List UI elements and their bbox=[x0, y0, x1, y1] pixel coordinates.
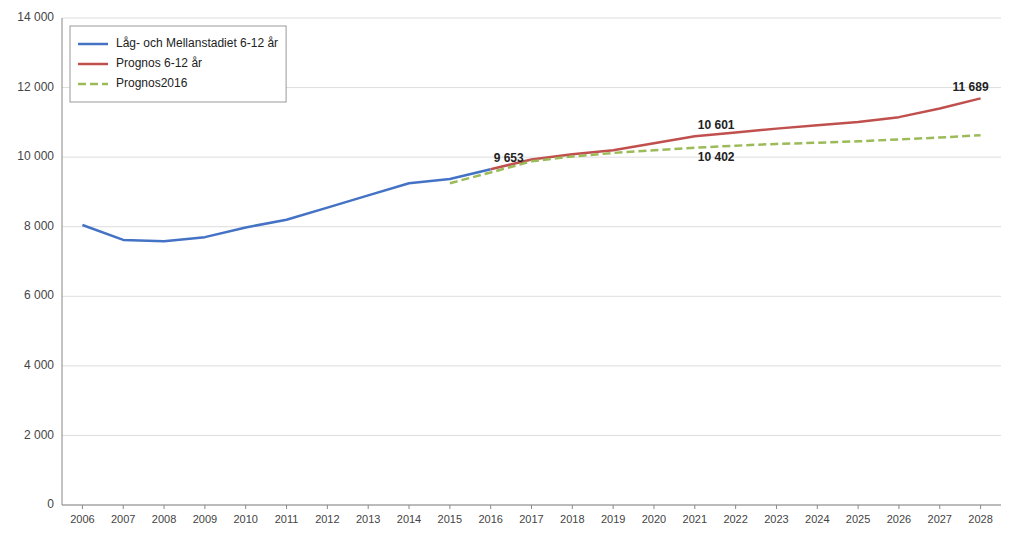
annotation: 11 689 bbox=[953, 80, 989, 94]
y-axis-line bbox=[62, 18, 63, 505]
annotation: 9 653 bbox=[494, 151, 524, 165]
y-tick-label: 2 000 bbox=[24, 428, 54, 442]
x-axis-line bbox=[62, 505, 1001, 506]
x-tick-label: 2010 bbox=[233, 513, 257, 525]
x-tick bbox=[858, 505, 859, 509]
x-tick bbox=[204, 505, 205, 509]
legend: Låg- och Mellanstadiet 6-12 år Prognos 6-… bbox=[70, 26, 286, 102]
y-tick-label: 4 000 bbox=[24, 358, 54, 372]
x-tick bbox=[409, 505, 410, 509]
x-tick-label: 2020 bbox=[642, 513, 666, 525]
x-tick-label: 2017 bbox=[519, 513, 543, 525]
grid-line bbox=[62, 296, 1001, 297]
x-tick bbox=[327, 505, 328, 509]
legend-label: Låg- och Mellanstadiet 6-12 år bbox=[116, 36, 278, 50]
x-tick bbox=[245, 505, 246, 509]
x-tick-label: 2012 bbox=[315, 513, 339, 525]
x-tick bbox=[613, 505, 614, 509]
x-tick-label: 2023 bbox=[764, 513, 788, 525]
y-tick-label: 0 bbox=[47, 497, 54, 511]
x-tick-label: 2025 bbox=[846, 513, 870, 525]
x-tick bbox=[490, 505, 491, 509]
x-tick bbox=[286, 505, 287, 509]
x-tick-label: 2016 bbox=[478, 513, 502, 525]
x-tick bbox=[653, 505, 654, 509]
x-tick-label: 2007 bbox=[111, 513, 135, 525]
x-tick bbox=[776, 505, 777, 509]
grid-line bbox=[62, 18, 1001, 19]
y-tick-label: 6 000 bbox=[24, 288, 54, 302]
grid-line bbox=[62, 226, 1001, 227]
x-tick bbox=[735, 505, 736, 509]
annotations: 9 653 10 601 10 402 11 689 bbox=[494, 80, 989, 165]
x-tick-label: 2008 bbox=[152, 513, 176, 525]
x-tick bbox=[817, 505, 818, 509]
x-tick-label: 2019 bbox=[601, 513, 625, 525]
series-line bbox=[450, 135, 981, 183]
grid-line bbox=[62, 505, 1001, 506]
legend-label: Prognos 6-12 år bbox=[116, 56, 202, 70]
y-tick-label: 8 000 bbox=[24, 219, 54, 233]
x-tick-label: 2014 bbox=[397, 513, 421, 525]
grid-line bbox=[62, 365, 1001, 366]
x-tick-label: 2021 bbox=[683, 513, 707, 525]
x-tick-label: 2026 bbox=[887, 513, 911, 525]
chart: 0 2 000 4 000 6 000 8 000 10 000 12 000 14 000 2… bbox=[0, 0, 1023, 541]
annotation: 10 601 bbox=[698, 118, 735, 132]
x-tick-label: 2018 bbox=[560, 513, 584, 525]
y-tick-label: 10 000 bbox=[17, 149, 54, 163]
x-tick-label: 2015 bbox=[438, 513, 462, 525]
x-tick bbox=[82, 505, 83, 509]
legend-swatch bbox=[78, 83, 108, 86]
x-tick bbox=[368, 505, 369, 509]
y-tick-label: 12 000 bbox=[17, 80, 54, 94]
axes: 0 2 000 4 000 6 000 8 000 10 000 12 000 14 000 2… bbox=[17, 10, 1001, 525]
x-tick bbox=[449, 505, 450, 509]
grid-line bbox=[62, 157, 1001, 158]
x-tick-label: 2024 bbox=[805, 513, 829, 525]
x-tick-label: 2006 bbox=[70, 513, 94, 525]
x-tick bbox=[694, 505, 695, 509]
x-tick-label: 2028 bbox=[968, 513, 992, 525]
x-tick bbox=[980, 505, 981, 509]
series-line bbox=[82, 169, 490, 241]
x-tick-label: 2027 bbox=[928, 513, 952, 525]
x-tick bbox=[164, 505, 165, 509]
legend-label: Prognos2016 bbox=[116, 76, 188, 90]
legend-swatch bbox=[78, 63, 108, 66]
x-tick-label: 2011 bbox=[275, 513, 299, 525]
lines bbox=[82, 98, 980, 241]
x-tick bbox=[123, 505, 124, 509]
series-line bbox=[491, 98, 981, 169]
legend-swatch bbox=[78, 43, 108, 46]
x-tick-label: 2009 bbox=[193, 513, 217, 525]
grid bbox=[62, 18, 1001, 505]
x-tick bbox=[898, 505, 899, 509]
legend-box bbox=[70, 26, 286, 102]
annotation: 10 402 bbox=[698, 150, 735, 164]
x-tick-label: 2022 bbox=[723, 513, 747, 525]
x-tick bbox=[939, 505, 940, 509]
x-tick-label: 2013 bbox=[356, 513, 380, 525]
y-tick-label: 14 000 bbox=[17, 10, 54, 24]
x-tick bbox=[531, 505, 532, 509]
grid-line bbox=[62, 435, 1001, 436]
x-tick bbox=[572, 505, 573, 509]
